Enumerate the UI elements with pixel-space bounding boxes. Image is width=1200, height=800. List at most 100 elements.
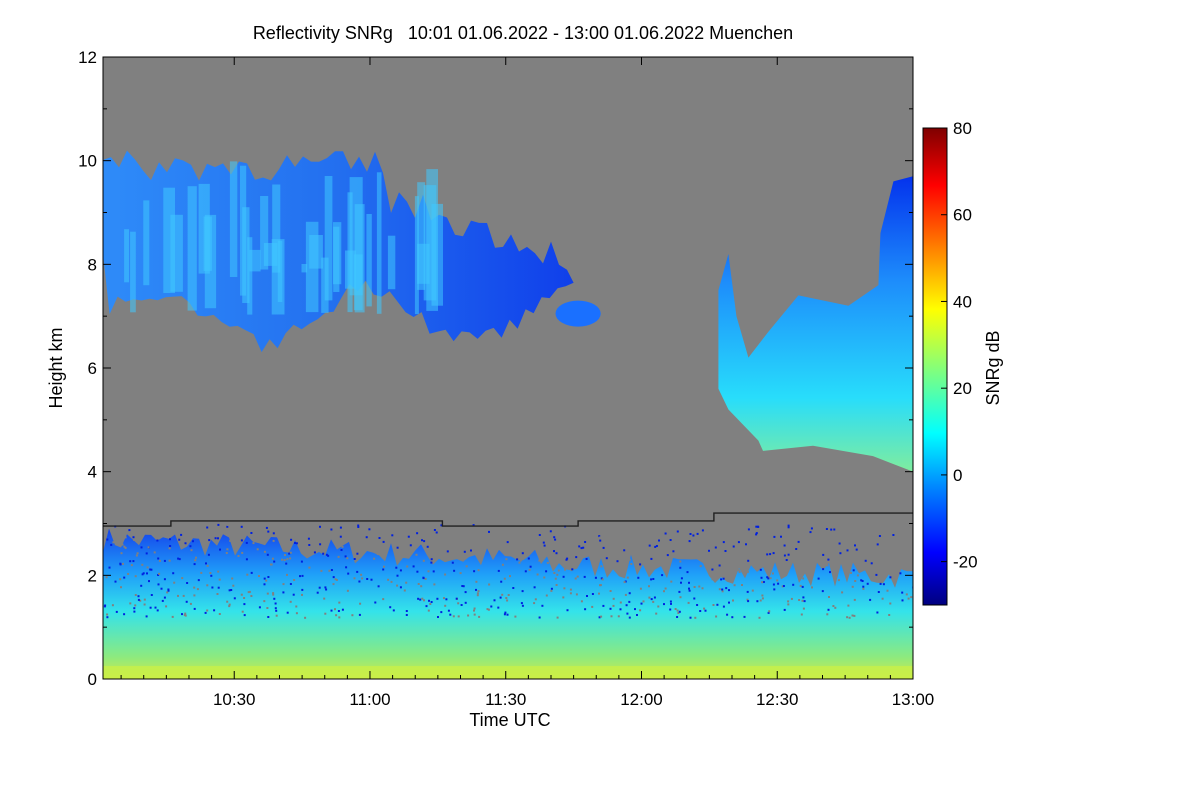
echo-speckle: [416, 570, 419, 573]
echo-speckle: [196, 525, 199, 528]
echo-speckle: [163, 596, 166, 599]
echo-speckle: [112, 541, 115, 544]
echo-speckle: [772, 552, 775, 555]
echo-speckle: [477, 590, 480, 593]
echo-speckle: [330, 609, 333, 612]
echo-speckle: [853, 598, 856, 601]
echo-speckle: [696, 604, 699, 606]
echo-speckle: [245, 541, 248, 544]
echo-speckle: [217, 537, 219, 540]
echo-fallstreak: [170, 214, 183, 292]
echo-speckle: [774, 529, 777, 532]
colorbar-tick-label: 60: [953, 206, 972, 225]
echo-speckle: [205, 562, 207, 565]
echo-speckle: [462, 585, 465, 588]
echo-speckle: [353, 577, 356, 580]
echo-speckle: [822, 553, 825, 556]
echo-speckle: [619, 608, 622, 611]
echo-speckle: [501, 593, 504, 596]
echo-speckle: [553, 572, 556, 574]
echo-speckle: [304, 616, 307, 619]
echo-speckle: [862, 587, 865, 590]
echo-speckle: [229, 539, 232, 542]
echo-speckle: [569, 588, 572, 591]
colorbar-label: SNRg dB: [983, 330, 1003, 405]
echo-speckle: [799, 584, 802, 587]
echo-speckle: [873, 550, 876, 553]
echo-speckle: [252, 542, 255, 545]
echo-speckle: [150, 594, 153, 596]
echo-fallstreak: [414, 196, 419, 315]
echo-speckle: [460, 604, 463, 606]
echo-speckle: [565, 558, 568, 561]
echo-speckle: [345, 566, 348, 569]
echo-speckle: [266, 553, 269, 556]
echo-speckle: [536, 573, 539, 576]
echo-speckle: [821, 590, 824, 593]
echo-speckle: [123, 545, 126, 548]
echo-speckle: [209, 572, 212, 574]
echo-speckle: [827, 558, 830, 561]
echo-speckle: [756, 525, 759, 528]
echo-speckle: [533, 602, 536, 605]
echo-speckle: [133, 538, 135, 541]
echo-speckle: [676, 609, 679, 612]
echo-speckle: [236, 540, 239, 543]
echo-speckle: [856, 523, 859, 526]
echo-speckle: [506, 599, 509, 602]
echo-speckle: [256, 548, 259, 551]
echo-speckle: [728, 589, 730, 592]
echo-speckle: [371, 550, 374, 553]
echo-speckle: [854, 580, 857, 582]
echo-speckle: [478, 615, 481, 618]
x-axis-label: Time UTC: [469, 710, 550, 730]
echo-speckle: [697, 523, 700, 526]
echo-speckle: [192, 540, 194, 543]
echo-speckle: [226, 600, 229, 603]
y-tick-label: 4: [88, 463, 97, 482]
echo-speckle: [802, 596, 805, 599]
echo-speckle: [801, 585, 804, 588]
echo-speckle: [183, 544, 186, 547]
echo-speckle: [602, 604, 605, 607]
echo-speckle: [183, 614, 186, 616]
echo-speckle: [217, 570, 220, 573]
echo-speckle: [243, 614, 246, 617]
echo-speckle: [650, 557, 653, 560]
echo-speckle: [546, 561, 549, 564]
echo-speckle: [487, 608, 490, 611]
echo-speckle: [733, 584, 736, 587]
echo-speckle: [149, 606, 152, 609]
echo-speckle: [718, 564, 721, 567]
echo-speckle: [462, 559, 464, 562]
echo-speckle: [783, 608, 786, 611]
echo-speckle: [591, 540, 594, 543]
echo-speckle: [699, 533, 702, 536]
echo-speckle: [490, 605, 493, 608]
echo-speckle: [140, 546, 143, 549]
echo-speckle: [732, 545, 735, 548]
echo-speckle: [611, 537, 613, 540]
echo-speckle: [452, 615, 455, 618]
echo-speckle: [120, 586, 122, 589]
echo-speckle: [368, 528, 371, 531]
echo-speckle: [399, 586, 402, 589]
echo-speckle: [145, 552, 148, 555]
echo-speckle: [574, 577, 577, 580]
echo-speckle: [365, 536, 368, 539]
echo-speckle: [178, 538, 181, 541]
echo-speckle: [878, 526, 881, 529]
echo-speckle: [301, 593, 303, 596]
echo-speckle: [141, 563, 144, 566]
echo-speckle: [197, 579, 200, 582]
echo-speckle: [181, 577, 184, 580]
echo-speckle: [424, 577, 427, 580]
echo-speckle: [150, 568, 153, 571]
echo-speckle: [724, 550, 727, 552]
echo-speckle: [289, 600, 292, 603]
echo-speckle: [499, 596, 502, 599]
echo-speckle: [440, 555, 443, 558]
echo-speckle: [289, 557, 292, 560]
echo-speckle: [389, 606, 392, 609]
echo-speckle: [142, 572, 145, 575]
